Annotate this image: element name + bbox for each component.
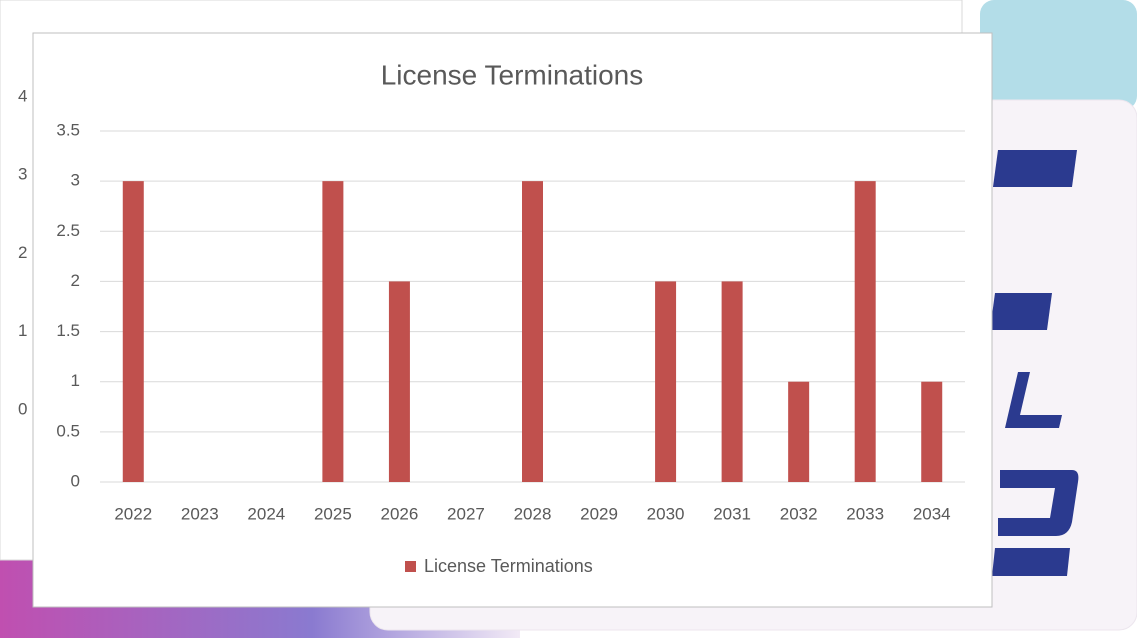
y-tick-label: 2.5	[56, 221, 80, 240]
x-tick-label: 2032	[780, 504, 818, 523]
bar	[388, 281, 410, 482]
x-tick-label: 2034	[913, 504, 951, 523]
y-tick-label: 0.5	[56, 421, 80, 440]
x-tick-label: 2030	[647, 504, 685, 523]
y-tick-label: 1	[18, 321, 27, 340]
y-tick-label: 2	[18, 243, 27, 262]
x-tick-label: 2033	[846, 504, 884, 523]
chart-panel	[32, 32, 993, 608]
x-tick-label: 2029	[580, 504, 618, 523]
bar	[721, 281, 743, 482]
y-tick-label: 1	[71, 371, 80, 390]
chart: 0 0.5 1 1.5 2 2.5 3 3.5 2022 2023 2024 2025 2026 2027…	[56, 120, 965, 576]
y-tick-label: 3.5	[56, 120, 80, 139]
chart-title: License Terminations	[381, 59, 644, 90]
y-tick-label: 0	[71, 471, 80, 490]
bar	[921, 381, 943, 482]
bar	[122, 181, 144, 482]
x-tick-label: 2026	[381, 504, 419, 523]
bar	[655, 281, 677, 482]
x-tick-label: 2031	[713, 504, 751, 523]
y-tick-label: 0	[18, 399, 27, 418]
bar	[854, 181, 876, 482]
x-tick-label: 2027	[447, 504, 485, 523]
y-tick-label: 3	[71, 171, 80, 190]
back-chart: 0 1 2 3 4	[18, 86, 27, 418]
y-tick-label: 4	[18, 86, 27, 105]
bar	[322, 181, 344, 482]
y-tick-label: 2	[71, 271, 80, 290]
y-tick-label: 1.5	[56, 321, 80, 340]
bar	[522, 181, 543, 482]
x-tick-label: 2025	[314, 504, 352, 523]
x-tick-label: 2022	[114, 504, 152, 523]
legend-label: License Terminations	[424, 556, 593, 576]
logo	[990, 150, 1079, 576]
decor-blue	[980, 0, 1137, 110]
x-tick-label: 2024	[247, 504, 285, 523]
x-tick-label: 2028	[514, 504, 552, 523]
legend-swatch	[405, 561, 416, 572]
y-tick-label: 3	[18, 165, 27, 184]
x-tick-label: 2023	[181, 504, 219, 523]
bar	[788, 381, 810, 482]
